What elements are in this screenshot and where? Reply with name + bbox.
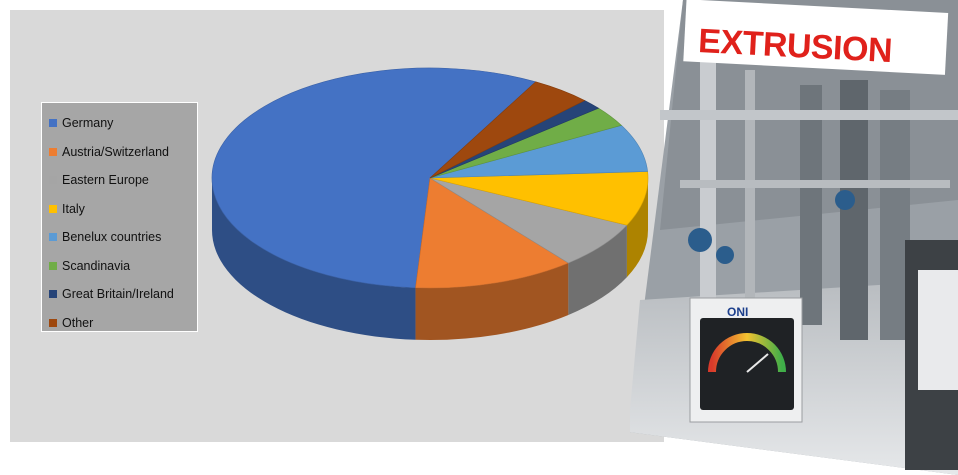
pie-slice-side [415, 263, 569, 340]
legend-label: Scandinavia [62, 258, 131, 273]
gauge-logo: ONI [727, 305, 748, 319]
pie-slice [429, 81, 586, 179]
legend-swatch [49, 204, 57, 213]
legend-swatch [49, 147, 57, 156]
legend-item: Germany [42, 109, 197, 138]
legend-swatch [49, 261, 57, 270]
pie-slice-side [212, 178, 416, 340]
legend-item: Austria/Switzerland [42, 138, 197, 167]
legend-label: Italy [62, 201, 85, 216]
legend-label: Austria/Switzerland [62, 144, 169, 159]
legend-item: Benelux countries [42, 223, 197, 252]
pie-slice [429, 171, 649, 226]
cover-title: EXTRUSION [697, 21, 893, 71]
legend-label: Germany [62, 116, 114, 131]
legend-item: Italy [42, 195, 197, 224]
legend-item: Eastern Europe [42, 166, 197, 195]
legend-swatch [49, 119, 57, 128]
legend-swatch [49, 290, 57, 299]
legend-label: Other [62, 315, 94, 330]
legend-label: Eastern Europe [62, 173, 149, 188]
legend-swatch [49, 318, 57, 327]
pie-slice-side [568, 225, 627, 316]
legend-label: Benelux countries [62, 230, 162, 245]
legend-item: Other [42, 309, 197, 338]
cover-banner [683, 0, 949, 75]
legend-item: Scandinavia [42, 252, 197, 281]
legend-swatch [49, 233, 57, 242]
chart-legend: Germany Austria/Switzerland Eastern Europe… [41, 102, 198, 332]
legend-item: Great Britain/Ireland [42, 280, 197, 309]
pie-slice [415, 177, 570, 289]
pie-slice [211, 67, 537, 289]
cover-photo [630, 0, 958, 475]
legend-label: Great Britain/Ireland [62, 287, 174, 302]
legend-swatch [49, 176, 57, 185]
magazine-cover: ONI [630, 0, 958, 475]
